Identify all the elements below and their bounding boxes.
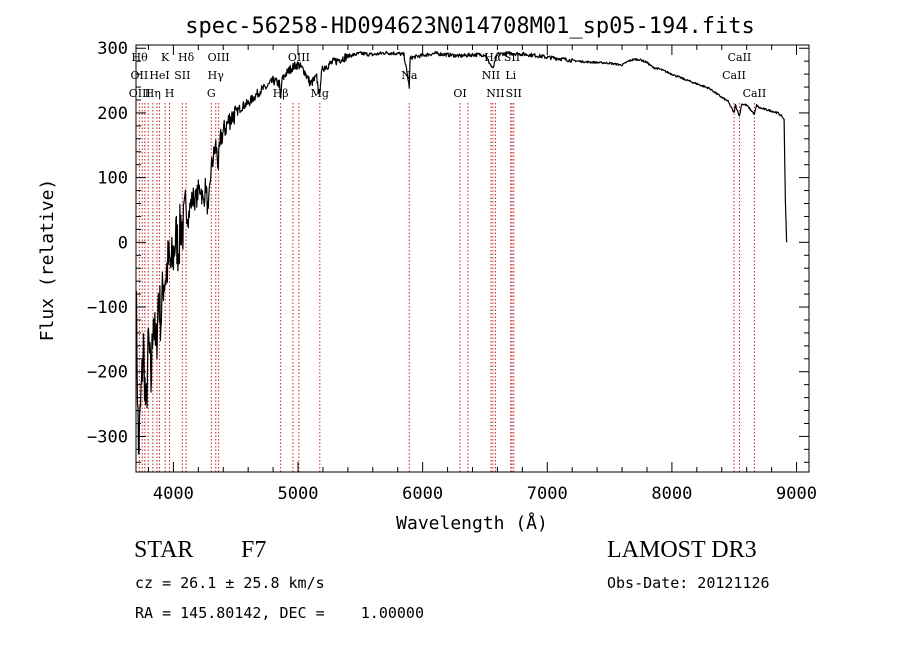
y-tick-label: −200 xyxy=(87,363,128,383)
line-label: OIII xyxy=(129,87,151,100)
line-label: Hδ xyxy=(178,51,195,64)
redshift-velocity: cz = 26.1 ± 25.8 km/s xyxy=(135,574,325,592)
x-tick-label: 7000 xyxy=(527,484,568,504)
y-tick-label: −100 xyxy=(87,298,128,318)
line-label: Hγ xyxy=(208,69,225,82)
line-label: Hθ xyxy=(132,51,149,64)
line-label: OIII xyxy=(208,51,230,64)
x-axis-label: Wavelength (Å) xyxy=(396,512,548,534)
line-label: Hη xyxy=(145,87,161,100)
emission-line-markers xyxy=(138,103,755,472)
x-tick-label: 9000 xyxy=(776,484,817,504)
line-label: NII xyxy=(486,87,504,100)
x-tick-label: 4000 xyxy=(153,484,194,504)
line-label: CaII xyxy=(743,87,767,100)
line-label: CaII xyxy=(728,51,752,64)
line-label: SII xyxy=(506,87,522,100)
coordinates: RA = 145.80142, DEC = 1.00000 xyxy=(135,604,424,622)
x-tick-label: 6000 xyxy=(402,484,443,504)
y-tick-label: −300 xyxy=(87,427,128,447)
line-label: K xyxy=(161,51,170,64)
line-label: OIII xyxy=(288,51,310,64)
object-type: STAR xyxy=(134,537,194,563)
line-label: SII xyxy=(174,69,190,82)
line-label: HeI xyxy=(149,69,169,82)
line-label: OI xyxy=(453,87,466,100)
line-label: H xyxy=(165,87,175,100)
line-label: Li xyxy=(505,69,516,82)
x-tick-label: 5000 xyxy=(278,484,319,504)
spectrum-line xyxy=(135,50,788,455)
line-label: Mg xyxy=(311,87,329,100)
chart-title: spec-56258-HD094623N014708M01_sp05-194.f… xyxy=(185,14,755,39)
line-label: OII xyxy=(131,69,149,82)
y-tick-label: 300 xyxy=(97,39,128,59)
line-label: CaII xyxy=(722,69,746,82)
y-axis-label: Flux (relative) xyxy=(37,179,58,342)
y-tick-label: 200 xyxy=(97,104,128,124)
y-tick-label: 0 xyxy=(118,233,128,253)
y-axis-ticks: −300 −200 −100 0 100 200 300 xyxy=(87,39,809,463)
y-tick-label: 100 xyxy=(97,169,128,189)
spectral-subclass: F7 xyxy=(241,537,267,563)
x-tick-label: 8000 xyxy=(651,484,692,504)
survey-name: LAMOST DR3 xyxy=(607,537,757,563)
line-label: NII xyxy=(482,69,500,82)
x-axis-ticks: 4000 5000 6000 7000 8000 9000 xyxy=(147,45,817,504)
line-label: G xyxy=(207,87,216,100)
observation-date: Obs-Date: 20121126 xyxy=(607,574,770,592)
